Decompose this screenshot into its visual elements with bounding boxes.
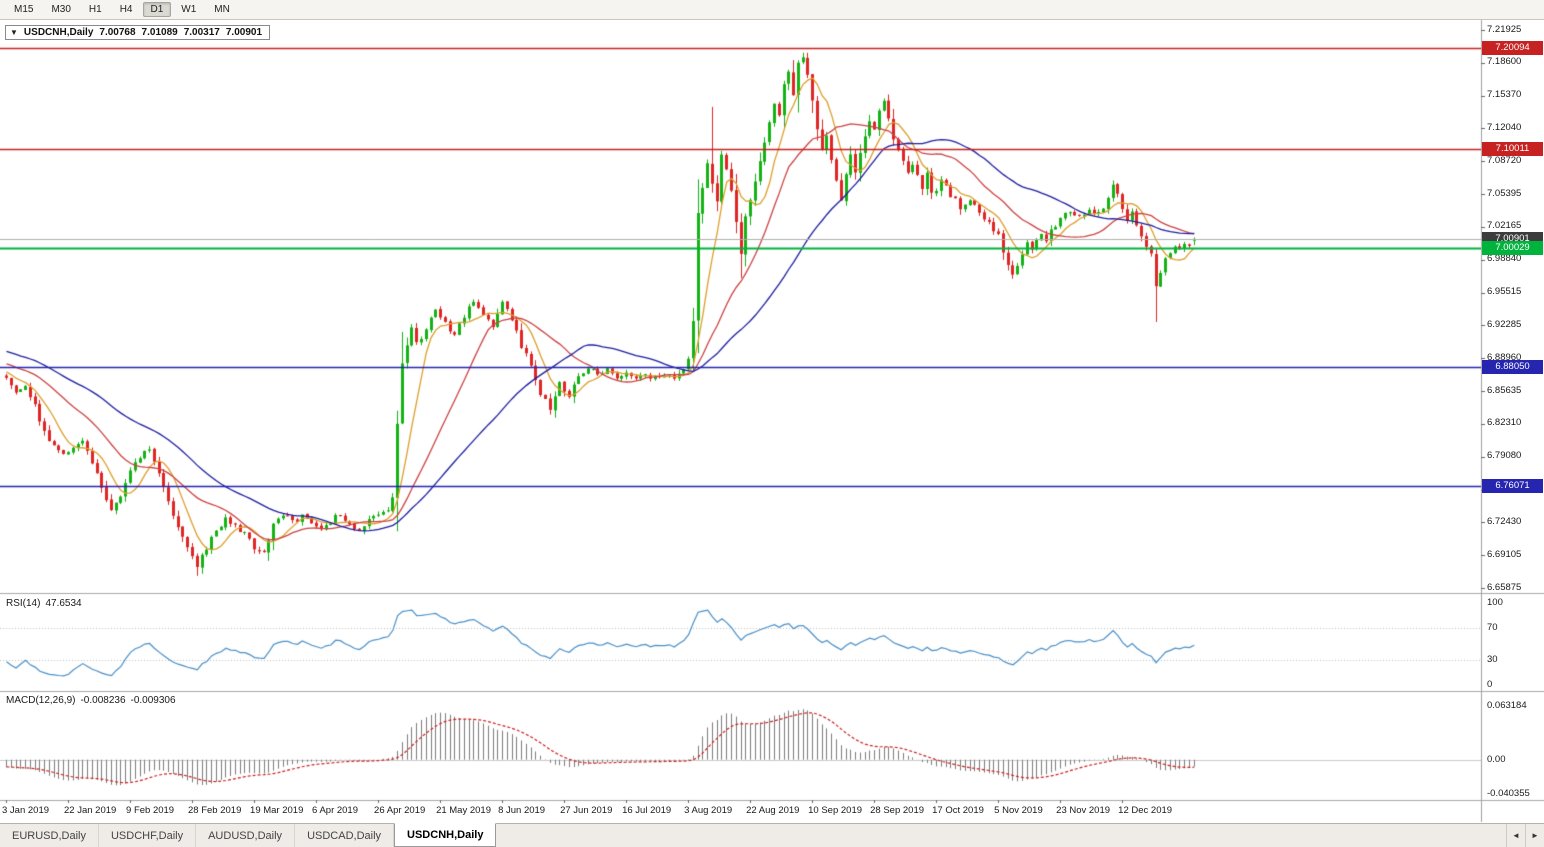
rsi-indicator-label: RSI(14) 47.6534: [6, 598, 82, 609]
timeframe-button-m15[interactable]: M15: [14, 4, 34, 15]
tab-scroll-right-icon[interactable]: ►: [1525, 824, 1544, 847]
macd-scale-label: 0.00: [1487, 753, 1506, 765]
price-scale-label: 7.21925: [1487, 23, 1522, 35]
date-axis-label: 21 May 2019: [436, 805, 491, 816]
price-badge-resistance-lower: 7.10011: [1482, 141, 1543, 156]
price-scale-label: 6.69105: [1487, 548, 1522, 560]
macd-scale-label: -0.040355: [1487, 788, 1530, 799]
tab-scrollers: ◄ ►: [1506, 824, 1544, 847]
price-scale-label: 6.65875: [1487, 581, 1522, 593]
date-axis-label: 28 Feb 2019: [188, 805, 242, 816]
chart-tab-bar: EURUSD,Daily USDCHF,Daily AUDUSD,Daily USDC…: [0, 823, 1544, 847]
date-axis-label: 28 Sep 2019: [870, 805, 925, 816]
price-scale-label: 6.85635: [1487, 384, 1522, 396]
date-axis-label: 5 Nov 2019: [994, 805, 1043, 816]
price-scale-label: 7.12040: [1487, 121, 1522, 133]
macd-name: MACD(12,26,9): [6, 695, 76, 706]
timeframe-toolbar: M15 M30 H1 H4 D1 W1 MN: [0, 0, 1544, 20]
date-axis-label: 19 Mar 2019: [250, 805, 304, 816]
ohlc-high: 7.01089: [141, 27, 178, 38]
date-axis-label: 12 Dec 2019: [1118, 805, 1173, 816]
price-scale-label: 6.95515: [1487, 286, 1522, 298]
date-axis-label: 3 Aug 2019: [684, 805, 733, 816]
date-axis-label: 26 Apr 2019: [374, 805, 426, 816]
timeframe-button-m30[interactable]: M30: [51, 4, 71, 15]
ohlc-close: 7.00901: [225, 27, 263, 38]
price-scale-label: 6.79080: [1487, 450, 1522, 462]
chart-tab-usdchf[interactable]: USDCHF,Daily: [99, 824, 197, 847]
macd-signal-value: -0.009306: [130, 695, 176, 706]
price-badge-support-blue-1: 6.88050: [1482, 360, 1543, 375]
date-axis-label: 22 Jan 2019: [64, 805, 117, 816]
date-axis-label: 9 Feb 2019: [126, 805, 175, 816]
price-scale-label: 7.08720: [1487, 154, 1522, 166]
date-axis-label: 27 Jun 2019: [560, 805, 613, 816]
date-axis-label: 10 Sep 2019: [808, 805, 863, 816]
price-badge-support-green: 7.00029: [1482, 240, 1543, 255]
date-axis-label: 8 Jun 2019: [498, 805, 546, 816]
price-scale-label: 7.02165: [1487, 220, 1522, 232]
timeframe-button-d1[interactable]: D1: [142, 2, 172, 17]
macd-indicator-label: MACD(12,26,9) -0.008236 -0.009306: [6, 695, 176, 706]
price-scale-label: 6.98840: [1487, 253, 1522, 265]
date-axis-label: 17 Oct 2019: [932, 805, 984, 816]
rsi-scale-label: 70: [1487, 621, 1498, 633]
chart-tab-audusd[interactable]: AUDUSD,Daily: [196, 824, 296, 847]
macd-main-value: -0.008236: [80, 695, 126, 706]
timeframe-button-w1[interactable]: W1: [181, 4, 197, 15]
rsi-scale-label: 0: [1487, 679, 1493, 690]
timeframe-button-h4[interactable]: H4: [119, 4, 133, 15]
price-scale-label: 7.15370: [1487, 89, 1522, 101]
price-scale-label: 6.88960: [1487, 351, 1522, 363]
date-axis-label: 23 Nov 2019: [1056, 805, 1111, 816]
chart-tab-usdcad[interactable]: USDCAD,Daily: [295, 824, 395, 847]
rsi-value: 47.6534: [45, 598, 82, 609]
price-scale-label: 6.72430: [1487, 515, 1522, 527]
chart-tab-eurusd[interactable]: EURUSD,Daily: [0, 824, 99, 847]
chart-symbol-label: USDCNH,Daily: [23, 27, 94, 38]
price-scale-label: 6.82310: [1487, 417, 1522, 429]
chart-ohlc-info: ▼ USDCNH,Daily 7.00768 7.01089 7.00317 7…: [5, 25, 271, 40]
collapse-arrow-icon[interactable]: ▼: [10, 28, 18, 37]
macd-scale-label: 0.063184: [1487, 700, 1527, 711]
ohlc-low: 7.00317: [183, 27, 220, 38]
date-axis-label: 22 Aug 2019: [746, 805, 800, 816]
timeframe-button-mn[interactable]: MN: [214, 4, 230, 15]
rsi-scale-label: 100: [1487, 597, 1503, 608]
chart-tab-usdcnh[interactable]: USDCNH,Daily: [394, 823, 497, 847]
ohlc-open: 7.00768: [99, 27, 136, 38]
timeframe-button-h1[interactable]: H1: [88, 4, 102, 15]
rsi-name: RSI(14): [6, 598, 41, 609]
price-badge-resistance-upper: 7.20094: [1482, 41, 1543, 56]
tab-scroll-left-icon[interactable]: ◄: [1506, 824, 1525, 847]
price-scale-label: 7.05395: [1487, 187, 1522, 199]
rsi-scale-label: 30: [1487, 654, 1498, 666]
date-axis-label: 16 Jul 2019: [622, 805, 672, 816]
price-badge-support-blue-2: 6.76071: [1482, 479, 1543, 494]
date-axis-label: 6 Apr 2019: [312, 805, 359, 816]
date-axis-label: 3 Jan 2019: [2, 805, 50, 816]
price-scale-label: 6.92285: [1487, 318, 1522, 330]
price-scale-label: 7.18600: [1487, 56, 1522, 68]
